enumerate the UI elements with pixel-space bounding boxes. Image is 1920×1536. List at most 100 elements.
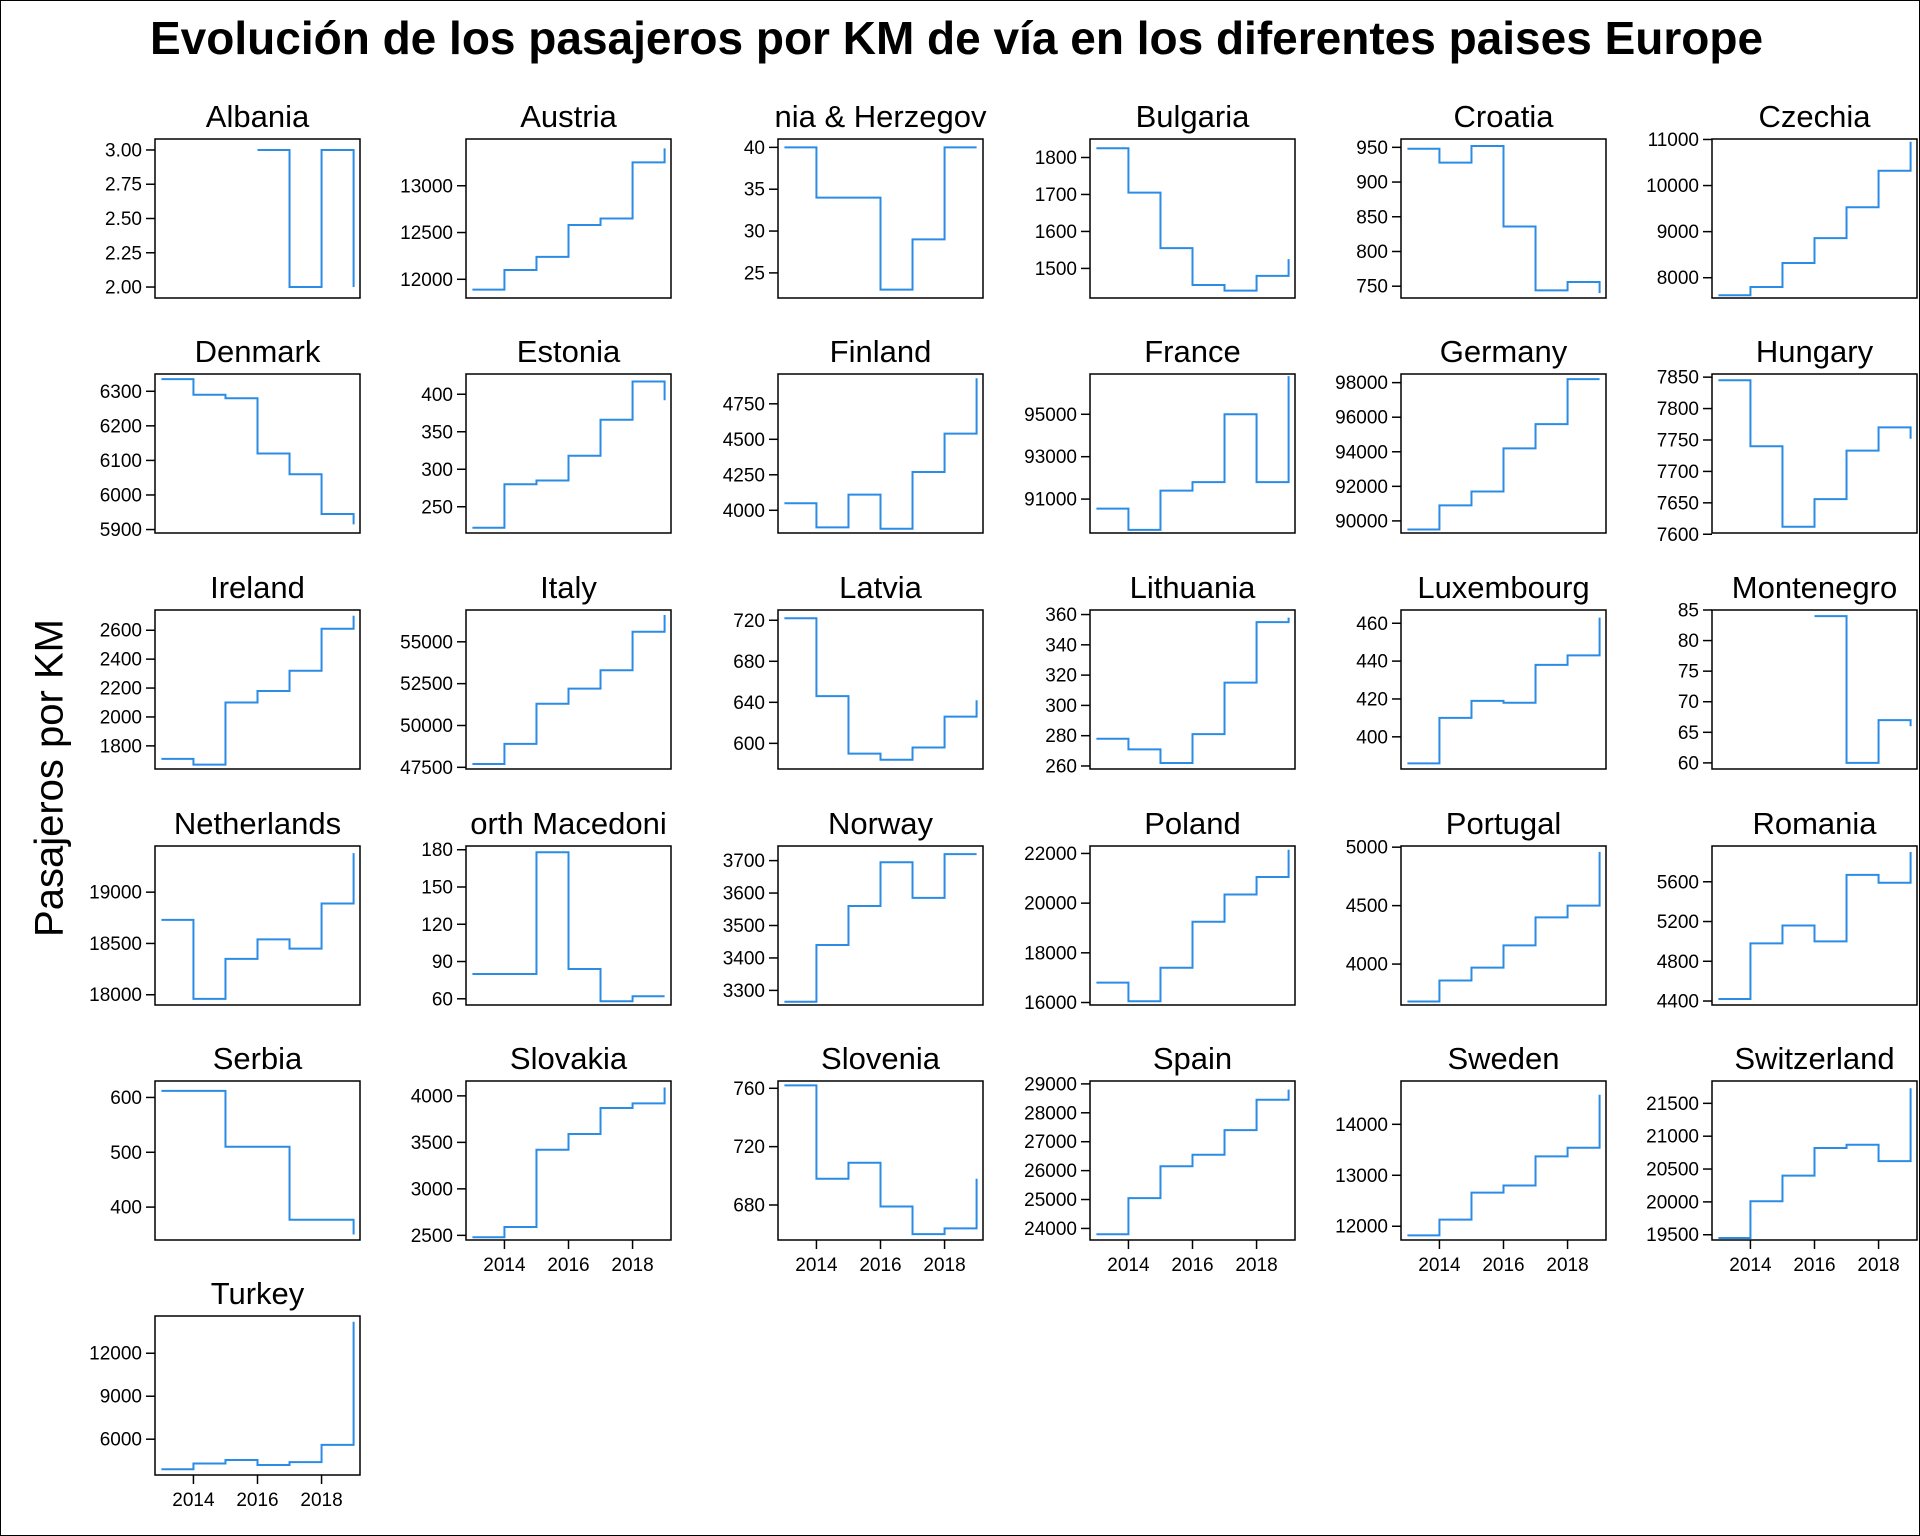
series-step-line: [1407, 617, 1601, 765]
y-tick-label: 13000: [400, 176, 453, 197]
y-tick-label: 260: [1045, 756, 1077, 777]
y-tick-label: 9000: [100, 1387, 142, 1408]
panel-lithuania: Lithuania 260 280 300 320 340 360: [1045, 570, 1296, 777]
y-tick-label: 5900: [100, 520, 142, 541]
panel-portugal: Portugal 4000 4500 5000: [1346, 806, 1607, 1006]
y-tick-label: 4250: [723, 465, 765, 486]
series-step-line: [472, 148, 666, 291]
x-tick-label: 2016: [1171, 1255, 1213, 1276]
series-step-line: [1718, 1088, 1912, 1239]
panel-frame: [1400, 138, 1607, 299]
panel-title: Estonia: [517, 334, 621, 369]
y-tick-label: 96000: [1335, 408, 1388, 429]
y-tick-label: 2.50: [105, 209, 142, 230]
y-tick-label: 24000: [1024, 1219, 1077, 1240]
y-tick-label: 5200: [1657, 912, 1699, 933]
y-tick-label: 680: [733, 652, 765, 673]
y-tick-label: 4000: [411, 1086, 453, 1107]
series-step-line: [1407, 851, 1601, 1003]
panel-title: Romania: [1752, 806, 1877, 841]
y-tick-label: 6200: [100, 416, 142, 437]
y-tick-label: 11000: [1648, 130, 1699, 151]
y-tick-label: 3400: [723, 948, 765, 969]
panel-albania: Albania 2.00 2.25 2.50 2.75 3.00: [105, 99, 361, 299]
y-tick-label: 2600: [100, 621, 142, 642]
panel-frame: [1400, 1080, 1607, 1241]
y-tick-label: 1500: [1035, 259, 1077, 280]
panel-hungary: Hungary 7600 7650 7700 7750 7800 7850: [1657, 334, 1918, 546]
panel-frame: [154, 373, 361, 534]
y-tick-label: 19000: [89, 883, 142, 904]
panel-frame: [1400, 609, 1607, 770]
series-step-line: [1407, 1094, 1601, 1237]
x-tick-label: 2018: [300, 1490, 342, 1511]
y-tick-label: 14000: [1335, 1115, 1388, 1136]
y-tick-label: 47500: [400, 758, 453, 779]
y-tick-label: 91000: [1024, 490, 1077, 511]
y-tick-label: 640: [733, 693, 765, 714]
y-tick-label: 10000: [1646, 176, 1699, 197]
y-tick-label: 5600: [1657, 872, 1699, 893]
panel-title: Croatia: [1454, 99, 1555, 134]
y-tick-label: 25000: [1024, 1190, 1077, 1211]
y-tick-label: 4800: [1657, 952, 1699, 973]
panel-title: Portugal: [1446, 806, 1561, 841]
y-tick-label: 400: [110, 1198, 142, 1219]
y-tick-label: 950: [1356, 138, 1388, 159]
series-step-line: [161, 615, 355, 766]
y-tick-label: 3.00: [105, 140, 142, 161]
panel-bosnia-herzegovina: nia & Herzegov 25 30 35 40: [744, 99, 987, 299]
panel-france: France 91000 93000 95000: [1024, 334, 1296, 534]
panel-title: Albania: [206, 99, 310, 134]
y-tick-label: 90000: [1335, 511, 1388, 532]
y-tick-label: 93000: [1024, 447, 1077, 468]
y-tick-label: 8000: [1657, 268, 1699, 289]
y-tick-label: 680: [733, 1195, 765, 1216]
y-tick-label: 3600: [723, 884, 765, 905]
panel-title: Latvia: [839, 570, 922, 605]
panel-norway: Norway 3300 3400 3500 3600 3700: [723, 806, 984, 1006]
panel-frame: [1089, 138, 1296, 299]
series-step-line: [1096, 1089, 1290, 1236]
series-step-line: [1407, 378, 1600, 531]
y-tick-label: 760: [733, 1079, 765, 1100]
y-tick-label: 4000: [1346, 955, 1388, 976]
y-tick-label: 400: [1356, 727, 1388, 748]
y-tick-label: 300: [421, 460, 453, 481]
panel-title: Ireland: [210, 570, 305, 605]
y-tick-label: 2500: [411, 1226, 453, 1247]
y-tick-label: 12500: [400, 223, 453, 244]
panel-frame: [1089, 845, 1296, 1006]
y-tick-label: 20500: [1646, 1160, 1699, 1181]
y-tick-label: 1700: [1035, 185, 1077, 206]
series-step-line: [161, 1089, 355, 1235]
series-step-line: [161, 1321, 355, 1471]
y-tick-label: 7700: [1657, 462, 1699, 483]
y-tick-label: 19500: [1646, 1225, 1699, 1246]
y-tick-label: 7850: [1657, 368, 1699, 389]
panel-title: Netherlands: [174, 806, 341, 841]
panel-frame: [465, 1080, 672, 1241]
y-tick-label: 3500: [723, 916, 765, 937]
panel-denmark: Denmark 5900 6000 6100 6200 6300: [100, 334, 361, 541]
panel-title: Bulgaria: [1136, 99, 1250, 134]
series-step-line: [1096, 147, 1290, 292]
y-tick-label: 340: [1045, 635, 1077, 656]
x-tick-label: 2018: [1235, 1255, 1277, 1276]
y-tick-label: 18000: [89, 985, 142, 1006]
y-tick-label: 21500: [1646, 1094, 1699, 1115]
panel-italy: Italy 47500 50000 52500 55000: [400, 570, 672, 779]
y-tick-label: 720: [733, 611, 765, 632]
panel-title: Slovenia: [821, 1041, 941, 1076]
y-tick-label: 6300: [100, 382, 142, 403]
y-tick-label: 850: [1356, 207, 1388, 228]
panel-title: Sweden: [1447, 1041, 1559, 1076]
y-tick-label: 2400: [100, 650, 142, 671]
y-tick-label: 60: [432, 989, 453, 1010]
y-tick-label: 70: [1678, 692, 1699, 713]
panel-frame: [465, 138, 672, 299]
panel-title: Hungary: [1756, 334, 1874, 369]
y-tick-label: 6100: [100, 451, 142, 472]
panel-title: Lithuania: [1130, 570, 1257, 605]
